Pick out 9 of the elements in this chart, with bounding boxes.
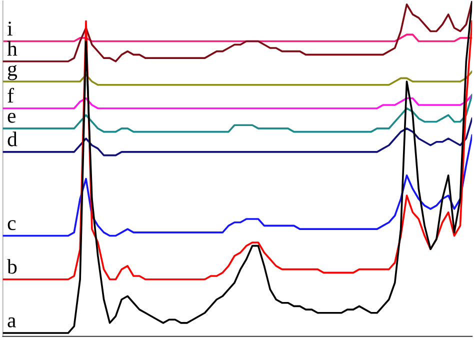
- series-label: c: [8, 220, 16, 230]
- series-label: i: [7, 22, 12, 36]
- series-label: g: [8, 64, 18, 80]
- series-label: b: [7, 259, 17, 274]
- series-label: f: [8, 88, 14, 103]
- series-label: h: [7, 41, 18, 56]
- series-label: d: [8, 132, 18, 146]
- series-label: e: [8, 112, 16, 123]
- series-label: a: [8, 317, 16, 328]
